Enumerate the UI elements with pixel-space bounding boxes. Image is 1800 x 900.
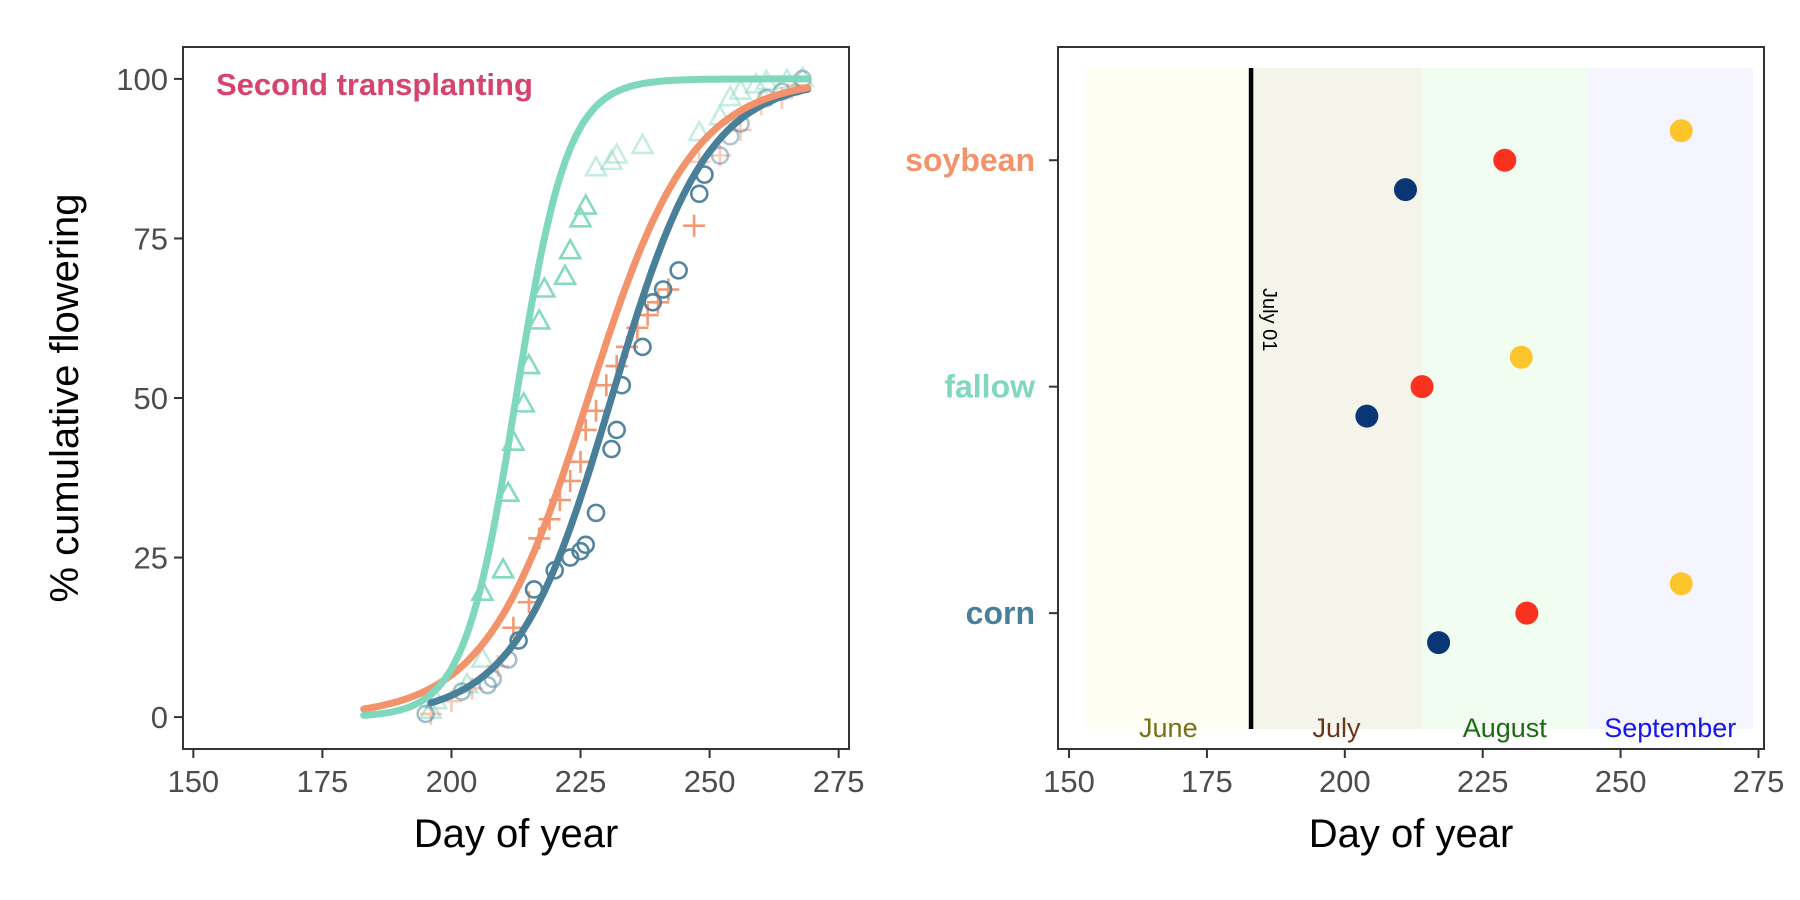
left-x-axis-title: Day of year xyxy=(414,812,619,856)
right-chart: June July August September July 01 150 175 20… xyxy=(905,46,1784,856)
month-label-august: August xyxy=(1463,713,1548,743)
category-label-corn: corn xyxy=(966,595,1035,631)
left-y-tick-label: 50 xyxy=(134,381,168,416)
data-point-soybean xyxy=(569,450,592,473)
left-y-tick-label: 0 xyxy=(151,700,168,735)
right-x-tick-label: 200 xyxy=(1319,764,1371,799)
month-label-september: September xyxy=(1604,713,1736,743)
left-x-tick-label: 250 xyxy=(684,764,736,799)
left-x-axis: 150 175 200 225 250 275 xyxy=(167,749,865,799)
data-point-fallow xyxy=(527,307,552,330)
data-point-fallow xyxy=(552,263,578,286)
data-point-fallow xyxy=(557,237,583,260)
data-point-corn xyxy=(643,292,663,312)
point-soybean-3 xyxy=(1669,119,1693,143)
data-point-corn xyxy=(633,337,652,357)
fitted-curve-corn xyxy=(427,85,812,707)
right-x-axis-title: Day of year xyxy=(1309,812,1514,856)
right-points xyxy=(1355,119,1693,655)
data-point-corn xyxy=(602,439,621,459)
data-point-fallow xyxy=(470,645,495,668)
month-bands: June July August September xyxy=(1085,68,1753,743)
left-y-axis: 0 25 50 75 100 xyxy=(116,62,183,735)
right-x-tick-label: 225 xyxy=(1457,764,1509,799)
point-fallow-2 xyxy=(1410,375,1434,399)
point-corn-2 xyxy=(1515,601,1539,625)
month-band-september xyxy=(1587,68,1753,729)
data-point-corn xyxy=(710,146,730,165)
category-label-fallow: fallow xyxy=(944,369,1035,405)
left-y-axis-title: % cumulative flowering xyxy=(43,193,87,602)
right-x-tick-label: 150 xyxy=(1043,764,1095,799)
data-point-fallow xyxy=(573,192,598,215)
right-x-axis: 150 175 200 225 250 275 xyxy=(1043,749,1784,799)
data-point-fallow xyxy=(630,132,655,155)
data-point-fallow xyxy=(743,71,769,94)
right-x-tick-label: 275 xyxy=(1733,764,1785,799)
data-point-corn xyxy=(689,184,709,204)
right-x-tick-label: 175 xyxy=(1181,764,1233,799)
point-fallow-1 xyxy=(1355,404,1379,428)
data-point-corn xyxy=(669,261,688,280)
category-label-soybean: soybean xyxy=(905,142,1035,178)
point-soybean-2 xyxy=(1493,148,1517,172)
left-fitted-curves xyxy=(360,75,812,719)
data-point-corn xyxy=(416,704,435,724)
point-fallow-3 xyxy=(1509,345,1533,369)
left-plot-frame xyxy=(182,46,850,750)
data-point-corn xyxy=(586,503,606,523)
month-label-july: July xyxy=(1313,713,1362,743)
data-point-fallow xyxy=(728,77,753,100)
data-point-fallow xyxy=(604,141,629,164)
left-y-tick-label: 25 xyxy=(134,541,168,576)
month-band-june xyxy=(1085,68,1252,729)
point-corn-3 xyxy=(1669,572,1693,596)
data-point-fallow xyxy=(532,275,557,298)
data-point-fallow xyxy=(687,119,712,142)
data-point-corn xyxy=(653,280,673,299)
right-x-tick-label: 250 xyxy=(1595,764,1647,799)
reference-line-group: July 01 xyxy=(1248,68,1280,729)
data-point-soybean xyxy=(683,214,706,237)
left-x-tick-label: 175 xyxy=(297,764,349,799)
left-x-tick-label: 150 xyxy=(167,764,219,799)
fitted-curve-fallow xyxy=(360,75,812,719)
left-y-tick-label: 100 xyxy=(116,62,168,97)
left-x-tick-label: 275 xyxy=(813,764,865,799)
data-point-soybean xyxy=(585,399,608,422)
month-band-august xyxy=(1422,68,1588,729)
panel-annotation: Second transplanting xyxy=(216,67,533,102)
data-point-fallow xyxy=(568,205,593,228)
point-soybean-1 xyxy=(1393,178,1417,202)
month-band-july xyxy=(1251,68,1423,729)
point-corn-1 xyxy=(1427,631,1451,655)
left-x-tick-label: 225 xyxy=(555,764,607,799)
data-point-fallow xyxy=(599,148,624,171)
data-point-fallow xyxy=(490,556,516,579)
data-point-soybean xyxy=(708,144,731,167)
right-plot-frame xyxy=(1057,46,1765,750)
left-chart: 150 175 200 225 250 275 0 25 50 75 100 Second tra… xyxy=(43,46,865,856)
reference-line-label: July 01 xyxy=(1258,288,1280,351)
left-y-tick-label: 75 xyxy=(134,221,168,256)
month-label-june: June xyxy=(1139,713,1198,743)
data-point-corn xyxy=(576,535,595,555)
data-point-fallow xyxy=(583,154,609,177)
left-x-tick-label: 200 xyxy=(426,764,478,799)
data-point-corn xyxy=(607,420,626,440)
right-y-axis: corn fallow soybean xyxy=(905,142,1058,631)
data-point-fallow xyxy=(718,84,743,107)
